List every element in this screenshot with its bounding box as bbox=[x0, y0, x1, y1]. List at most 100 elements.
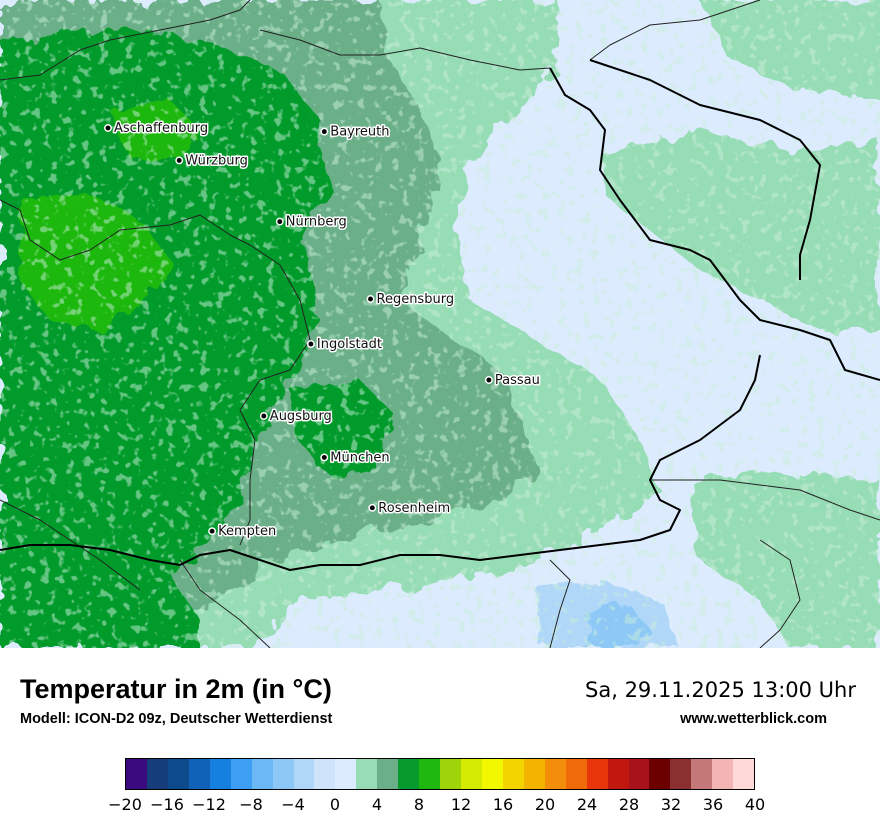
legend-tick-label: 8 bbox=[413, 795, 425, 814]
city-bayreuth: Bayreuth bbox=[320, 123, 391, 141]
city-marker-dot bbox=[259, 412, 268, 420]
state-border bbox=[0, 499, 141, 591]
city-ingolstadt: Ingolstadt bbox=[306, 336, 383, 354]
city-regensburg: Regensburg bbox=[366, 291, 456, 309]
city-würzburg: Würzburg bbox=[175, 152, 249, 170]
city-marker-dot bbox=[320, 453, 329, 462]
legend-swatch bbox=[502, 759, 524, 789]
borders bbox=[0, 0, 880, 648]
legend-tick-label: −20 bbox=[108, 795, 142, 814]
legend-swatch bbox=[188, 759, 210, 789]
legend-swatch bbox=[377, 759, 399, 789]
city-label: Kempten bbox=[218, 524, 276, 539]
city-label: Nürnberg bbox=[286, 215, 347, 230]
city-augsburg: Augsburg bbox=[259, 408, 333, 426]
legend-swatch bbox=[712, 759, 734, 789]
legend-tick-label: −4 bbox=[281, 795, 305, 814]
city-marker-dot bbox=[104, 124, 112, 132]
forecast-datetime: Sa, 29.11.2025 13:00 Uhr bbox=[585, 678, 856, 702]
legend-tick-label: −12 bbox=[192, 795, 226, 814]
legend-swatch bbox=[481, 759, 503, 789]
national-border bbox=[589, 59, 821, 280]
state-border bbox=[549, 559, 571, 648]
legend-tick-label: −16 bbox=[150, 795, 184, 814]
legend-swatch bbox=[544, 759, 566, 789]
temperature-map: Aschaffenburg Würzburg Bayreuth Nürnberg Reg… bbox=[0, 0, 880, 648]
city-marker-dot bbox=[320, 127, 329, 136]
legend-swatch bbox=[670, 759, 692, 789]
state-border bbox=[759, 539, 801, 648]
legend-swatch bbox=[523, 759, 545, 789]
city-münchen: München bbox=[320, 449, 391, 467]
city-label: Regensburg bbox=[377, 292, 455, 307]
state-border bbox=[650, 479, 880, 521]
legend-tick-label: 4 bbox=[371, 795, 383, 814]
legend-tick-label: 20 bbox=[534, 795, 556, 814]
legend-swatch bbox=[691, 759, 713, 789]
city-rosenheim: Rosenheim bbox=[368, 499, 452, 517]
city-label: Rosenheim bbox=[378, 501, 450, 516]
city-marker-dot bbox=[484, 376, 493, 384]
state-border bbox=[589, 0, 761, 61]
national-border bbox=[549, 67, 880, 381]
legend-swatch bbox=[251, 759, 273, 789]
legend-tick-label: 40 bbox=[744, 795, 766, 814]
city-marker-dot bbox=[306, 340, 315, 348]
city-marker-dot bbox=[208, 527, 217, 536]
legend-swatch bbox=[356, 759, 378, 789]
legend-swatch bbox=[126, 759, 147, 789]
city-passau: Passau bbox=[484, 372, 541, 390]
legend-tick-label: 28 bbox=[618, 795, 640, 814]
state-border bbox=[179, 559, 271, 648]
city-label: Augsburg bbox=[270, 409, 332, 424]
state-border bbox=[0, 0, 251, 81]
legend-swatch bbox=[314, 759, 336, 789]
legend-swatch bbox=[146, 759, 168, 789]
city-kempten: Kempten bbox=[208, 523, 278, 541]
city-marker-dot bbox=[175, 156, 184, 165]
city-marker-dot bbox=[366, 295, 375, 303]
city-label: Aschaffenburg bbox=[114, 121, 208, 136]
legend-tick-label: 24 bbox=[576, 795, 598, 814]
legend-tick-label: 36 bbox=[702, 795, 724, 814]
legend-swatch bbox=[440, 759, 461, 789]
city-marker-dot bbox=[275, 217, 284, 226]
legend-tick-label: 0 bbox=[329, 795, 341, 814]
city-markers: Aschaffenburg Würzburg Bayreuth Nürnberg Reg… bbox=[104, 120, 541, 541]
city-label: München bbox=[330, 450, 389, 465]
legend-swatch bbox=[607, 759, 629, 789]
legend-swatch bbox=[272, 759, 294, 789]
legend-swatch bbox=[167, 759, 189, 789]
state-border bbox=[0, 199, 311, 546]
legend-swatch bbox=[733, 759, 755, 789]
model-info: Modell: ICON-D2 09z, Deutscher Wetterdie… bbox=[20, 711, 333, 727]
city-label: Passau bbox=[495, 373, 540, 388]
city-label: Ingolstadt bbox=[317, 337, 382, 352]
legend-ticks: −20 −16 −12 −8 −4 0 4 8 12 16 20 24 28 32 36 40 bbox=[0, 795, 880, 819]
legend-swatch bbox=[230, 759, 252, 789]
legend-swatch bbox=[335, 759, 357, 789]
legend-tick-label: 32 bbox=[660, 795, 682, 814]
legend-tick-label: 16 bbox=[492, 795, 514, 814]
color-legend bbox=[125, 758, 755, 790]
legend-swatch bbox=[209, 759, 231, 789]
state-border bbox=[259, 29, 551, 71]
legend-swatch bbox=[649, 759, 671, 789]
legend-swatch bbox=[628, 759, 650, 789]
city-label: Bayreuth bbox=[330, 125, 389, 140]
city-label: Würzburg bbox=[185, 153, 248, 168]
national-border bbox=[0, 354, 761, 571]
legend-tick-label: 12 bbox=[450, 795, 472, 814]
legend-swatch bbox=[293, 759, 315, 789]
legend-swatch bbox=[586, 759, 608, 789]
legend-swatch bbox=[419, 759, 441, 789]
legend-swatch bbox=[461, 759, 482, 789]
legend-swatch bbox=[398, 759, 420, 789]
city-marker-dot bbox=[368, 503, 377, 512]
legend-swatch bbox=[565, 759, 587, 789]
website-link[interactable]: www.wetterblick.com bbox=[680, 711, 827, 727]
city-aschaffenburg: Aschaffenburg bbox=[104, 120, 210, 138]
map-title: Temperatur in 2m (in °C) bbox=[20, 674, 332, 704]
city-nürnberg: Nürnberg bbox=[275, 213, 348, 231]
temp-speckle bbox=[0, 0, 880, 648]
